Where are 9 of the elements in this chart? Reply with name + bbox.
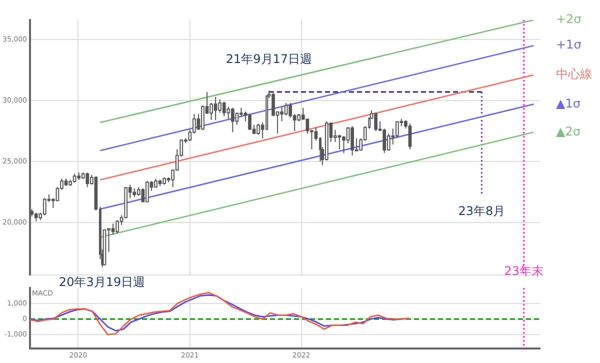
series-label: 中心線 — [556, 67, 592, 82]
series-label: +2σ — [556, 12, 582, 26]
series-label: +1σ — [556, 38, 582, 52]
series-label: ▲1σ — [556, 96, 581, 110]
series-label: ▲2σ — [556, 124, 581, 138]
annotation: 20年3月19日週 — [58, 275, 146, 290]
annotation: 23年8月 — [458, 204, 506, 218]
ref-line-label: 23年末 — [504, 264, 544, 278]
annotation: 21年9月17日週 — [226, 52, 312, 66]
